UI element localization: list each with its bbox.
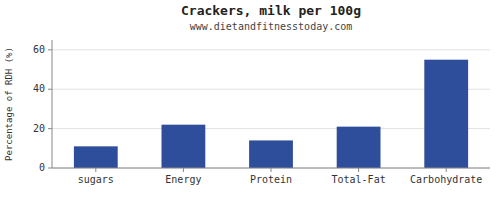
y-tick-label: 0 xyxy=(39,162,45,173)
title: Crackers, milk per 100g xyxy=(181,3,361,18)
y-tick-label: 20 xyxy=(33,123,45,134)
y-tick-label: 60 xyxy=(33,44,45,55)
bar xyxy=(337,127,381,168)
y-axis-label: Percentage of RDH (%) xyxy=(4,47,14,161)
x-axis: sugars Energy Protein Total-Fat Carbohydrate xyxy=(78,168,483,185)
y-tick-label: 40 xyxy=(33,83,45,94)
y-tick xyxy=(48,128,52,129)
x-tick-label: Carbohydrate xyxy=(410,174,482,185)
x-tick xyxy=(446,168,447,172)
bar xyxy=(162,125,206,168)
x-tick xyxy=(358,168,359,172)
bar xyxy=(424,60,468,168)
y-axis-line xyxy=(52,40,53,168)
x-tick xyxy=(95,168,96,172)
subtitle: www.dietandfitnesstoday.com xyxy=(190,21,353,32)
x-tick-label: Energy xyxy=(165,174,201,185)
x-tick xyxy=(183,168,184,172)
y-tick xyxy=(48,89,52,90)
bar xyxy=(74,146,118,168)
page: {"chart_data": {"type": "bar", "title": … xyxy=(0,0,500,200)
x-tick-label: sugars xyxy=(78,174,114,185)
y-tick xyxy=(48,49,52,50)
grid-line xyxy=(52,49,490,50)
y-tick xyxy=(48,168,52,169)
x-tick xyxy=(271,168,272,172)
x-tick-label: Protein xyxy=(250,174,292,185)
chart-svg: 0 20 40 60 sugars Energy Protein Total-Fat Carbo… xyxy=(0,0,500,200)
chart-container: 0 20 40 60 sugars Energy Protein Total-Fat Carbo… xyxy=(0,0,500,200)
bars xyxy=(74,60,468,168)
bar xyxy=(249,140,293,168)
x-tick-label: Total-Fat xyxy=(332,174,386,185)
y-axis: 0 20 40 60 xyxy=(33,44,490,173)
